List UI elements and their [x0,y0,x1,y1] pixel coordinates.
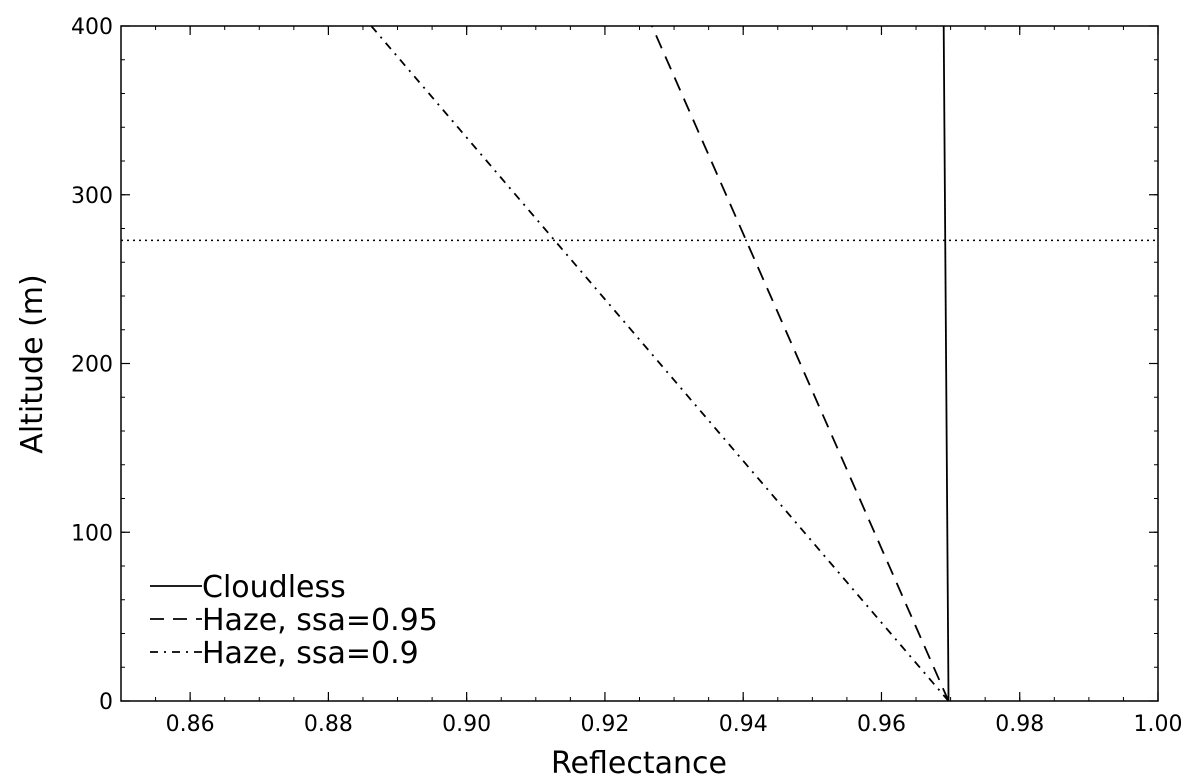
x-tick-label: 0.98 [995,712,1044,737]
x-tick-label: 1.00 [1134,712,1183,737]
x-tick-label: 0.88 [304,712,353,737]
y-tick-label: 100 [71,521,113,546]
x-tick-label: 0.86 [166,712,215,737]
series-line-2 [651,25,950,702]
y-tick-label: 400 [71,15,113,40]
series-line-1 [942,25,950,702]
y-tick-label: 300 [71,184,113,209]
x-tick-label: 0.94 [719,712,768,737]
series-line-3 [370,25,950,702]
y-tick-label: 200 [71,353,113,378]
x-tick-label: 0.92 [580,712,629,737]
legend-label: Haze, ssa=0.9 [202,636,419,671]
y-axis-label: Altitude (m) [15,274,50,453]
x-tick-label: 0.96 [857,712,906,737]
y-tick-label: 0 [99,690,113,715]
x-axis-label: Reflectance [551,746,727,780]
x-tick-label: 0.90 [442,712,491,737]
plot-frame [120,25,1159,702]
legend-label: Cloudless [202,570,346,605]
legend-label: Haze, ssa=0.95 [202,603,438,638]
